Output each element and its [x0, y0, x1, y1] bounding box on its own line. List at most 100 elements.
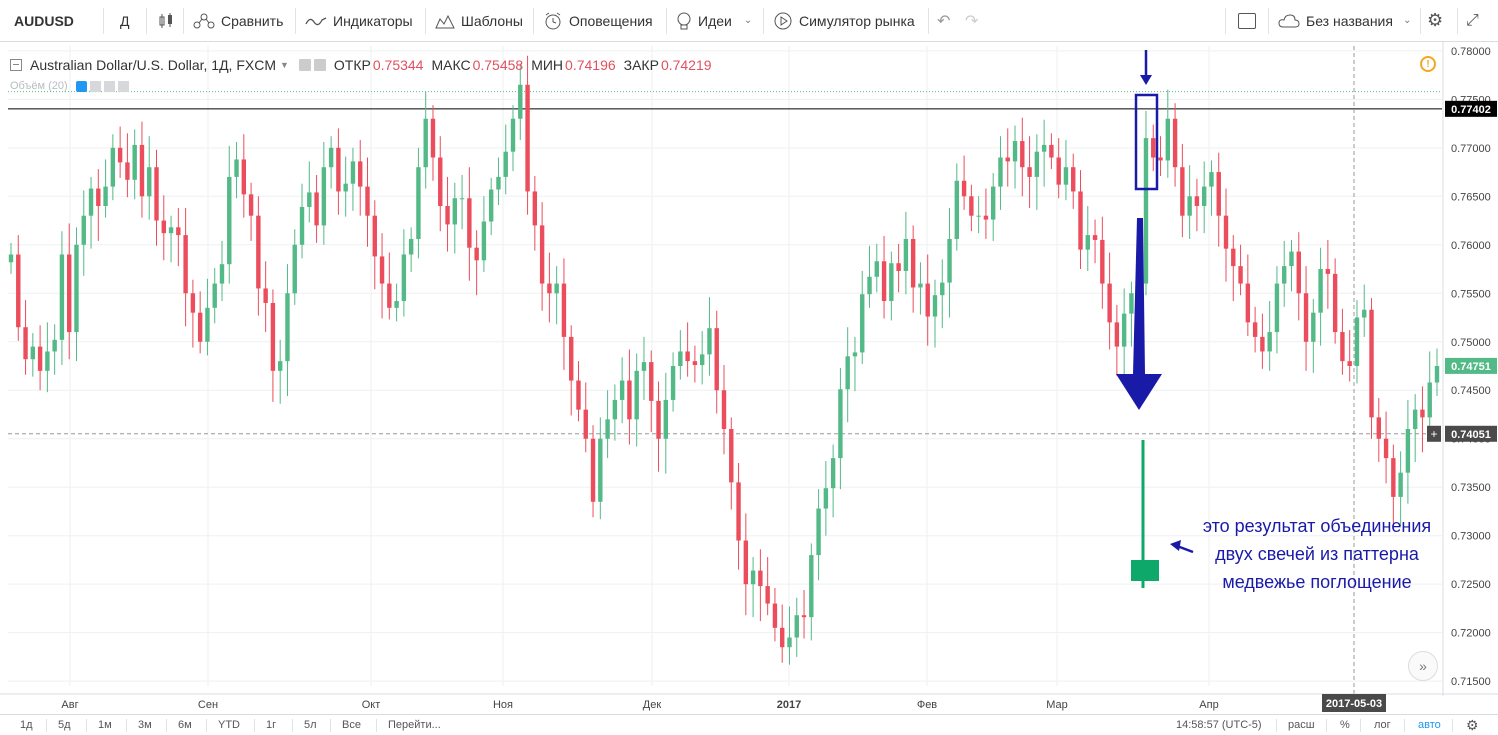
candle-body [212, 283, 217, 308]
goto-label: Перейти... [388, 719, 441, 731]
candle-body [1078, 191, 1083, 250]
range-label: 1г [266, 719, 277, 731]
candle-body [627, 380, 632, 420]
candle-body [321, 167, 327, 226]
candle-body [510, 118, 516, 152]
clock[interactable]: 14:58:57 (UTC-5) [1176, 715, 1262, 735]
price-tick-label: 0.73500 [1451, 482, 1491, 494]
warning-icon[interactable]: ! [1420, 56, 1436, 72]
settings-icon[interactable] [89, 80, 101, 92]
candle-body [1049, 144, 1054, 158]
result-candle-body[interactable] [1131, 560, 1159, 581]
settings-button[interactable]: ⚙ [1427, 0, 1443, 41]
candle-body [503, 151, 508, 177]
visibility-icon[interactable] [298, 59, 311, 71]
compare-button[interactable]: Сравнить [193, 0, 283, 41]
time-tick-label: Сен [198, 699, 218, 711]
chart-settings-button[interactable]: ⚙ [1466, 715, 1479, 735]
range-label: 3м [138, 719, 152, 731]
down-arrow-large[interactable] [1116, 218, 1162, 410]
add-alert-button[interactable] [1427, 425, 1441, 442]
candle-body [809, 555, 814, 618]
percent-toggle[interactable]: % [1340, 715, 1350, 735]
candle-body [656, 400, 661, 439]
price-tick-label: 0.71500 [1451, 676, 1491, 688]
candle-body [750, 570, 756, 585]
pattern-highlight-box[interactable] [1134, 93, 1159, 191]
range-5y[interactable]: 5л [304, 715, 317, 735]
candle-body [459, 198, 465, 200]
indicators-button[interactable]: Индикаторы [305, 0, 413, 41]
ideas-button[interactable]: Идеи ⌄ [676, 0, 752, 41]
chart-type-button[interactable] [157, 0, 175, 41]
symbol-search[interactable]: AUDUSD [14, 0, 74, 41]
log-toggle[interactable]: лог [1374, 715, 1391, 735]
range-all[interactable]: Все [342, 715, 361, 735]
chart-area[interactable]: 0.78000 0.77500 0.77000 0.76500 0.76000 0.755… [0, 42, 1498, 714]
templates-button[interactable]: Шаблоны [435, 0, 523, 41]
candle-body [183, 235, 188, 294]
settings-icon[interactable] [313, 59, 326, 71]
range-5d[interactable]: 5д [58, 715, 71, 735]
scroll-to-realtime-button[interactable]: » [1408, 651, 1438, 681]
candle-body [583, 409, 588, 439]
volume-label[interactable]: Объём (20) [10, 80, 68, 92]
range-ytd[interactable]: YTD [218, 715, 240, 735]
cloud-icon [1278, 13, 1300, 29]
candle-body [714, 328, 719, 391]
price-tick-label: 0.76500 [1451, 191, 1491, 203]
annotation-line-3: медвежье поглощение [1222, 572, 1412, 592]
crosshair-date-text: 2017-05-03 [1326, 698, 1382, 710]
candle-body [772, 603, 778, 628]
collapse-icon[interactable] [10, 59, 22, 71]
compare-icon [193, 13, 215, 29]
range-1d[interactable]: 1д [20, 715, 33, 735]
maximize-button[interactable]: ⤢ [1466, 0, 1479, 41]
candle-body [1434, 366, 1440, 383]
candle-body [372, 215, 377, 257]
candle-body [1274, 283, 1280, 333]
market-simulator-button[interactable]: Симулятор рынка [773, 0, 915, 41]
range-6m[interactable]: 6м [178, 715, 192, 735]
candle-body [205, 307, 210, 342]
square-icon [1238, 12, 1256, 29]
down-arrow-small-head[interactable] [1140, 75, 1152, 85]
candle-body [670, 366, 676, 400]
candle-body [1340, 332, 1345, 362]
fullscreen-toggle[interactable] [1238, 0, 1256, 41]
auto-scale-toggle[interactable]: авто [1418, 715, 1441, 735]
redo-button[interactable]: ↷ [965, 0, 978, 41]
time-tick-label: 2017 [777, 699, 801, 711]
crosshair-date-label [1322, 694, 1386, 712]
clock-label: 14:58:57 (UTC-5) [1176, 719, 1262, 731]
price-tick-label: 0.72000 [1451, 628, 1491, 640]
pointer-arrow-head[interactable] [1170, 540, 1181, 551]
candle-body [816, 508, 821, 556]
alerts-button[interactable]: Оповещения [543, 0, 653, 41]
range-3m[interactable]: 3м [138, 715, 152, 735]
annotation-line-2: двух свечей из паттерна [1215, 544, 1419, 564]
candle-body [488, 189, 494, 222]
range-label: Все [342, 719, 361, 731]
close-icon[interactable] [117, 80, 129, 92]
candle-body [365, 186, 370, 216]
range-1y[interactable]: 1г [266, 715, 276, 735]
layout-menu[interactable]: Без названия ⌄ [1278, 0, 1411, 41]
price-tick-label: 0.75000 [1451, 337, 1491, 349]
time-tick-label: Ноя [493, 699, 513, 711]
undo-button[interactable]: ↶ [937, 0, 950, 41]
candle-body [663, 399, 668, 439]
visibility-icon[interactable] [75, 80, 87, 92]
gear-icon: ⚙ [1427, 10, 1444, 30]
candle-body [1347, 361, 1352, 366]
extended-hours-toggle[interactable]: расш [1288, 715, 1315, 735]
goto-date-button[interactable]: Перейти... [388, 715, 441, 735]
range-1m[interactable]: 1м [98, 715, 112, 735]
candle-body [423, 118, 428, 168]
interval-button[interactable]: Д [120, 0, 129, 41]
plus-icon[interactable] [103, 80, 115, 92]
price-chart[interactable]: 0.780000.775000.770000.765000.760000.755… [0, 42, 1498, 714]
series-title[interactable]: Australian Dollar/U.S. Dollar, 1Д, FXCM [30, 57, 276, 73]
time-tick-label: Авг [61, 699, 78, 711]
candle-body [176, 227, 181, 236]
